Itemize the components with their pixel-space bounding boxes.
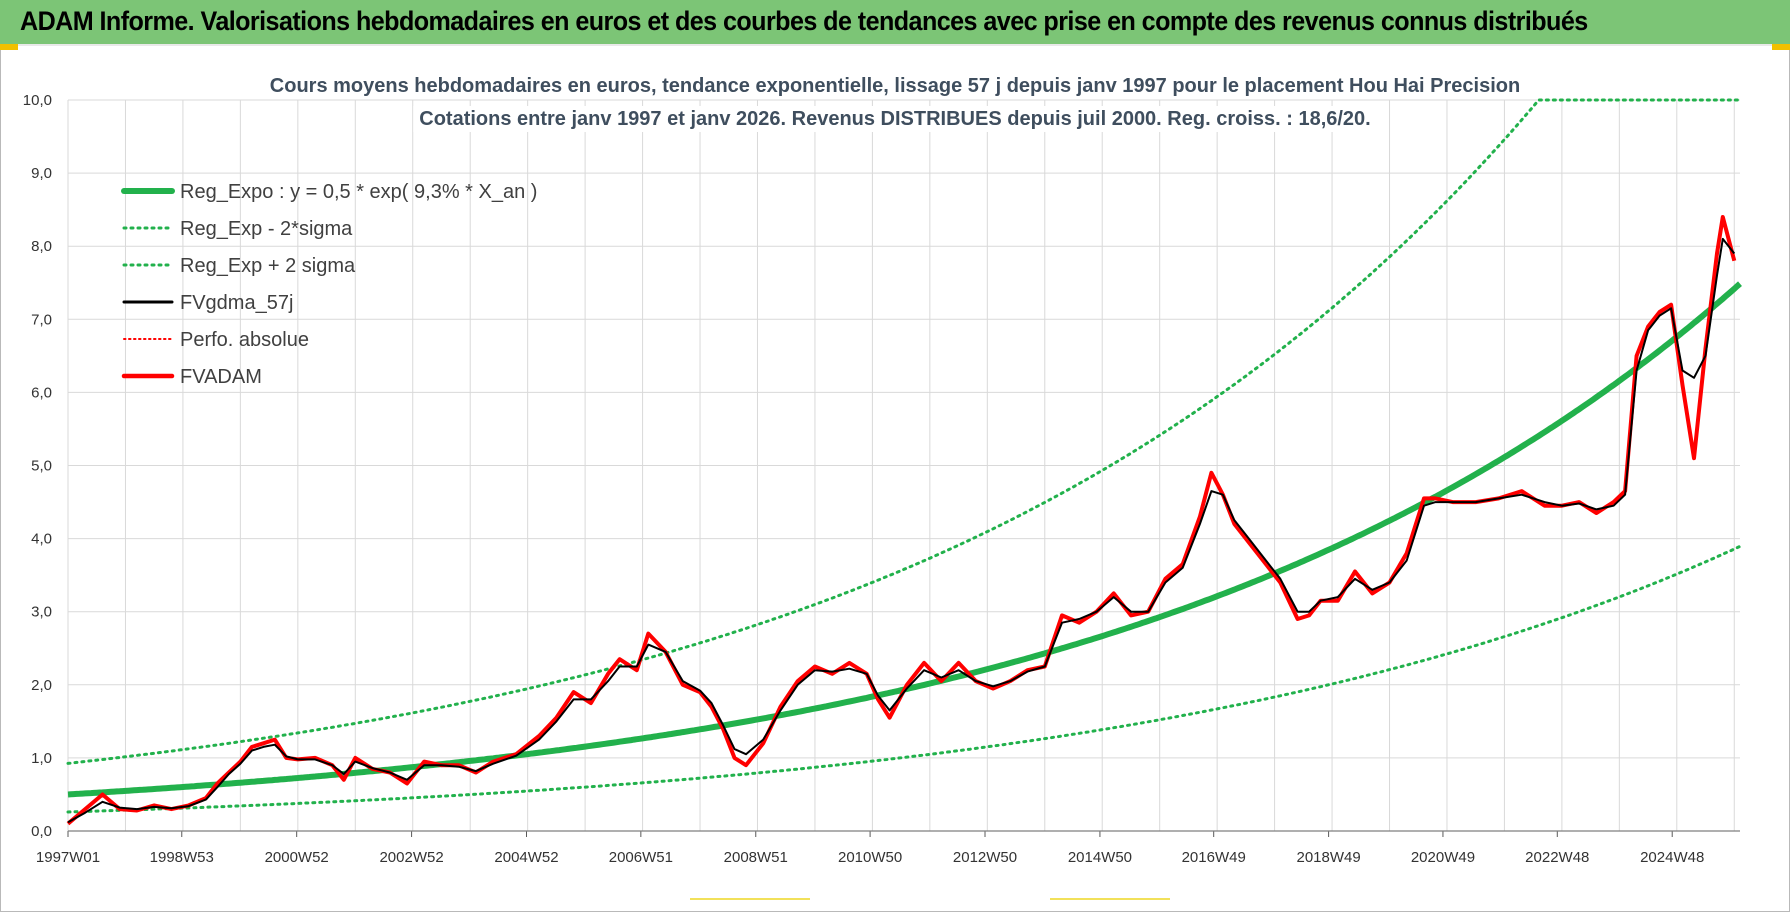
grid [67, 99, 1740, 832]
series [66, 215, 1737, 826]
bottom-marker-right [1050, 898, 1170, 900]
y-tick-label: 5,0 [31, 458, 52, 475]
regression-bands [66, 98, 1742, 814]
x-tick-label: 2022W48 [1525, 849, 1589, 866]
x-tick-label: 2010W50 [838, 849, 902, 866]
x-tick-label: 2014W50 [1068, 849, 1132, 866]
chart-title-background [263, 73, 1527, 99]
chart-title-background [413, 106, 1377, 132]
y-tick-label: 10,0 [23, 92, 52, 109]
chart-title-line: Cours moyens hebdomadaires en euros, ten… [270, 75, 1520, 97]
y-tick-label: 7,0 [31, 311, 52, 328]
chart-title-line: Cotations entre janv 1997 et janv 2026. … [419, 108, 1370, 130]
y-tick-label: 1,0 [31, 750, 52, 767]
x-tick-label: 2020W49 [1411, 849, 1475, 866]
x-tick-label: 2012W50 [953, 849, 1017, 866]
report-banner: ADAM Informe. Valorisations hebdomadaire… [0, 0, 1790, 46]
fvadam-line [66, 215, 1737, 826]
y-tick-label: 4,0 [31, 531, 52, 548]
corner-marker-left [0, 44, 18, 50]
fvgdma-57j-line [67, 237, 1736, 824]
bottom-marker-left [690, 898, 810, 900]
y-tick-label: 6,0 [31, 384, 52, 401]
y-tick-label: 0,0 [31, 823, 52, 840]
reg-exp-upper-line [66, 98, 1742, 765]
x-tick-label: 2016W49 [1182, 849, 1246, 866]
x-tick-label: 2006W51 [609, 849, 673, 866]
y-tick-label: 2,0 [31, 677, 52, 694]
x-tick-label: 2002W52 [379, 849, 443, 866]
report-title: ADAM Informe. Valorisations hebdomadaire… [20, 6, 1588, 36]
axes [67, 830, 1740, 837]
y-tick-label: 3,0 [31, 604, 52, 621]
y-tick-label: 9,0 [31, 165, 52, 182]
tick-labels: 0,0 1,0 2,0 3,0 4,0 5,0 6,0 7,0 8,0 9,0 10,0 1997W0… [23, 92, 1705, 866]
chart-title: Cours moyens hebdomadaires en euros, ten… [263, 73, 1527, 132]
x-tick-label: 1997W01 [36, 849, 100, 866]
x-tick-label: 2024W48 [1640, 849, 1704, 866]
x-tick-label: 2004W52 [494, 849, 558, 866]
legend-label: Reg_Expo : y = 0,5 * exp( 9,3% * X_an ) [180, 181, 537, 203]
legend-label: FVgdma_57j [180, 292, 293, 314]
reg-exp-lower-line [66, 544, 1742, 814]
x-tick-label: 2000W52 [265, 849, 329, 866]
x-tick-label: 2018W49 [1296, 849, 1360, 866]
y-tick-label: 8,0 [31, 238, 52, 255]
x-tick-label: 2008W51 [724, 849, 788, 866]
legend: Reg_Expo : y = 0,5 * exp( 9,3% * X_an ) R… [121, 181, 537, 388]
legend-label: FVADAM [180, 366, 262, 388]
corner-marker-right [1772, 44, 1790, 50]
legend-label: Reg_Exp - 2*sigma [180, 218, 353, 240]
legend-label: Perfo. absolue [180, 329, 309, 351]
chart: 0,0 1,0 2,0 3,0 4,0 5,0 6,0 7,0 8,0 9,0 10,0 1997W0… [23, 73, 1742, 866]
x-tick-label: 1998W53 [150, 849, 214, 866]
legend-label: Reg_Exp + 2 sigma [180, 255, 356, 277]
